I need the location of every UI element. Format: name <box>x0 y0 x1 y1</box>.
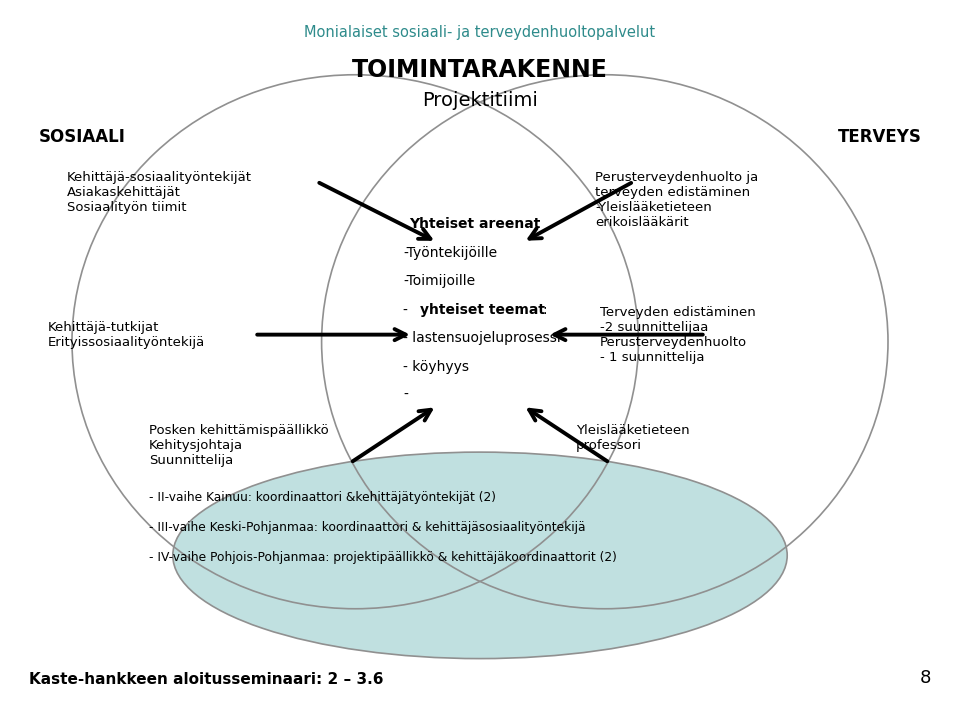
Text: Kehittäjä-sosiaalityöntekijät
Asiakaskehittäjät
Sosiaalityön tiimit: Kehittäjä-sosiaalityöntekijät Asiakaskeh… <box>67 171 252 214</box>
Text: TOIMINTARAKENNE: TOIMINTARAKENNE <box>352 58 608 83</box>
Text: -Työntekijöille: -Työntekijöille <box>403 246 497 260</box>
Text: - köyhyys: - köyhyys <box>403 360 469 374</box>
Text: :: : <box>542 303 547 317</box>
Text: Yhteiset areenat: Yhteiset areenat <box>410 217 540 231</box>
Text: -: - <box>403 303 413 317</box>
Text: - IV-vaihe Pohjois-Pohjanmaa: projektipäällikkö & kehittäjäkoordinaattorit (2): - IV-vaihe Pohjois-Pohjanmaa: projektipä… <box>149 551 616 564</box>
Text: - II-vaihe Kainuu: koordinaattori &kehittäjätyöntekijät (2): - II-vaihe Kainuu: koordinaattori &kehit… <box>149 491 495 504</box>
Text: Perusterveydenhuolto ja
terveyden edistäminen
-Yleislääketieteen
erikoislääkärit: Perusterveydenhuolto ja terveyden edistä… <box>595 171 758 229</box>
Text: yhteiset teemat: yhteiset teemat <box>420 303 544 317</box>
Text: Projektitiimi: Projektitiimi <box>422 91 538 110</box>
Text: TERVEYS: TERVEYS <box>838 128 922 146</box>
Text: -: - <box>403 388 408 402</box>
Text: - III-vaihe Keski-Pohjanmaa: koordinaattori & kehittäjäsosiaalityöntekijä: - III-vaihe Keski-Pohjanmaa: koordinaatt… <box>149 521 586 534</box>
Text: Kehittäjä-tutkijat
Erityissosiaalityöntekijä: Kehittäjä-tutkijat Erityissosiaalityönte… <box>48 320 205 349</box>
Text: -Toimijoille: -Toimijoille <box>403 274 475 288</box>
Text: Yleislääketieteen
professori: Yleislääketieteen professori <box>576 424 689 451</box>
Text: Kaste-hankkeen aloitusseminaari: 2 – 3.6: Kaste-hankkeen aloitusseminaari: 2 – 3.6 <box>29 672 383 687</box>
Text: SOSIAALI: SOSIAALI <box>38 128 125 146</box>
Text: Monialaiset sosiaali- ja terveydenhuoltopalvelut: Monialaiset sosiaali- ja terveydenhuolto… <box>304 25 656 40</box>
Ellipse shape <box>173 452 787 659</box>
Text: - lastensuojeluprosessi: - lastensuojeluprosessi <box>403 331 561 345</box>
Text: Posken kehittämispäällikkö
Kehitysjohtaja
Suunnittelija: Posken kehittämispäällikkö Kehitysjohtaj… <box>149 424 328 466</box>
Text: Terveyden edistäminen
-2 suunnittelijaa
Perusterveydenhuolto
- 1 suunnittelija: Terveyden edistäminen -2 suunnittelijaa … <box>600 305 756 364</box>
Text: 8: 8 <box>920 669 931 687</box>
